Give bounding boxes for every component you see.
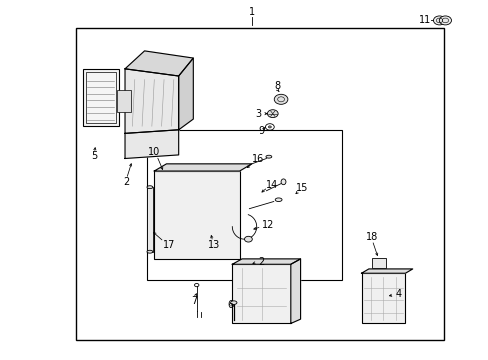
Text: 18: 18	[366, 232, 378, 242]
Ellipse shape	[432, 16, 445, 25]
Ellipse shape	[268, 126, 271, 128]
Ellipse shape	[274, 94, 287, 104]
Ellipse shape	[147, 250, 153, 253]
Text: 5: 5	[91, 150, 97, 161]
Polygon shape	[290, 259, 300, 323]
Ellipse shape	[265, 155, 271, 158]
Text: 8: 8	[274, 81, 280, 91]
Bar	[147, 187, 153, 252]
Polygon shape	[125, 51, 193, 76]
Ellipse shape	[267, 110, 278, 118]
Polygon shape	[178, 58, 193, 130]
Text: 4: 4	[395, 289, 401, 299]
Text: 6: 6	[227, 300, 233, 310]
Polygon shape	[361, 269, 412, 273]
Text: 2: 2	[258, 257, 264, 267]
Text: 12: 12	[261, 220, 274, 230]
Ellipse shape	[275, 198, 282, 202]
Text: 10: 10	[147, 147, 160, 157]
Bar	[82, 69, 119, 126]
Bar	[86, 72, 116, 123]
Bar	[154, 171, 239, 259]
Bar	[232, 264, 290, 323]
Bar	[117, 90, 131, 112]
Polygon shape	[154, 164, 251, 171]
Bar	[147, 130, 341, 280]
Ellipse shape	[147, 186, 153, 189]
Ellipse shape	[281, 179, 285, 185]
Bar	[76, 28, 444, 339]
Bar	[371, 258, 385, 268]
Polygon shape	[125, 69, 178, 134]
Text: 11: 11	[418, 15, 430, 26]
Text: 13: 13	[208, 240, 220, 250]
Text: 2: 2	[123, 177, 129, 187]
Text: 3: 3	[255, 109, 261, 119]
Text: 16: 16	[251, 154, 263, 164]
Text: 14: 14	[265, 180, 277, 190]
Bar	[361, 273, 405, 323]
Ellipse shape	[230, 301, 237, 305]
Text: 1: 1	[248, 7, 254, 17]
Text: 7: 7	[191, 296, 198, 306]
Text: 9: 9	[258, 126, 264, 135]
Text: 17: 17	[163, 240, 175, 250]
Polygon shape	[125, 130, 178, 158]
Ellipse shape	[438, 16, 450, 25]
Ellipse shape	[244, 236, 252, 242]
Polygon shape	[232, 259, 300, 264]
Text: 15: 15	[295, 183, 307, 193]
